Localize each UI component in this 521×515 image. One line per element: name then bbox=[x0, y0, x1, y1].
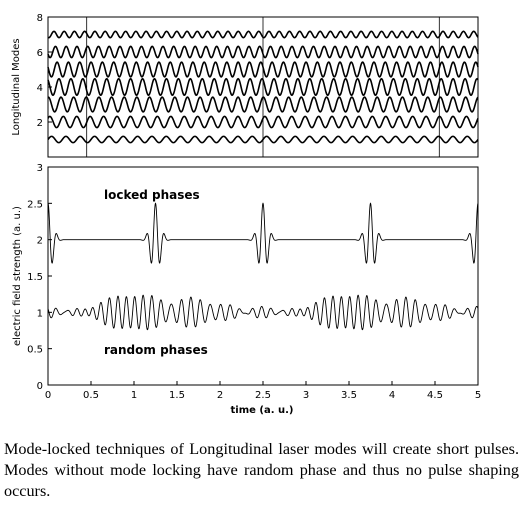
field-y-tick-label: 1.5 bbox=[27, 272, 43, 283]
field-x-tick-label: 4.5 bbox=[427, 390, 443, 401]
field-x-tick-label: 2.5 bbox=[255, 390, 271, 401]
modes-y-axis-label: Longitudinal Modes bbox=[11, 38, 22, 135]
mode-line-7 bbox=[47, 30, 479, 39]
locked-phases-line bbox=[47, 202, 479, 264]
field-x-tick-label: 1 bbox=[131, 390, 137, 401]
field-y-tick-label: 3 bbox=[37, 163, 43, 174]
mode-line-4 bbox=[47, 77, 479, 97]
random-phases-line bbox=[47, 294, 479, 331]
figure-caption: Mode-locked techniques of Longitudinal l… bbox=[4, 440, 519, 500]
modes-y-tick-label: 2 bbox=[37, 118, 43, 129]
modes-gridlines bbox=[86, 17, 440, 157]
field-x-tick-label: 3 bbox=[303, 390, 309, 401]
field-x-ticks: 0 0.5 1 1.5 2 2.5 3 3.5 4 4.5 5 bbox=[45, 381, 481, 401]
modes-y-ticks: 2 4 6 8 bbox=[37, 13, 52, 129]
field-x-axis-label: time (a. u.) bbox=[231, 405, 294, 416]
field-y-axis-label: electric field strength (a. u.) bbox=[12, 206, 23, 346]
mode-line-3 bbox=[47, 96, 479, 113]
field-x-tick-label: 4 bbox=[389, 390, 395, 401]
field-x-tick-label: 0 bbox=[45, 390, 51, 401]
annotation-locked-phases: locked phases bbox=[104, 188, 200, 202]
mode-line-1 bbox=[47, 135, 479, 144]
field-y-tick-label: 0 bbox=[37, 381, 43, 392]
field-x-tick-label: 5 bbox=[475, 390, 481, 401]
field-panel: 0 0.5 1 1.5 2 2.5 3 0 0.5 1 1.5 2 2.5 3 3.5 4 4.5 5 lock… bbox=[12, 163, 481, 416]
mode-line-2 bbox=[47, 115, 479, 129]
modes-series bbox=[47, 30, 479, 144]
modes-panel: 2 4 6 8 Longitudinal Modes bbox=[11, 13, 479, 158]
annotation-random-phases: random phases bbox=[104, 343, 208, 357]
field-series bbox=[47, 202, 479, 331]
modes-y-tick-label: 4 bbox=[37, 83, 43, 94]
modes-y-tick-label: 6 bbox=[37, 48, 43, 59]
modes-y-tick-label: 8 bbox=[37, 13, 43, 24]
field-x-tick-label: 3.5 bbox=[341, 390, 357, 401]
field-y-ticks: 0 0.5 1 1.5 2 2.5 3 bbox=[27, 163, 52, 392]
field-x-tick-label: 0.5 bbox=[83, 390, 99, 401]
field-y-tick-label: 0.5 bbox=[27, 345, 43, 356]
mode-line-6 bbox=[47, 45, 479, 59]
field-x-tick-label: 2 bbox=[217, 390, 223, 401]
field-y-tick-label: 2.5 bbox=[27, 199, 43, 210]
field-x-tick-label: 1.5 bbox=[169, 390, 185, 401]
field-y-tick-label: 1 bbox=[37, 308, 43, 319]
mode-line-5 bbox=[47, 61, 479, 78]
field-y-tick-label: 2 bbox=[37, 236, 43, 247]
